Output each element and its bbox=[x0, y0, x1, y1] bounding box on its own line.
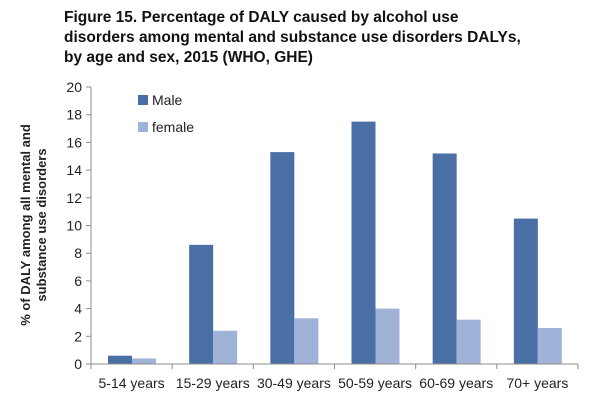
bar-male-5 bbox=[513, 218, 538, 364]
legend-label-female: female bbox=[152, 119, 194, 135]
y-tick-label: 18 bbox=[66, 107, 82, 123]
x-axis: 5-14 years 15-29 years 30-49 years 50-59 ye… bbox=[90, 363, 579, 391]
legend: Male female bbox=[138, 92, 194, 135]
legend-label-male: Male bbox=[152, 92, 183, 108]
bar-female-3 bbox=[375, 308, 400, 364]
y-tick-label: 6 bbox=[74, 273, 82, 289]
y-tick-label: 10 bbox=[66, 218, 82, 234]
y-tick-label: 12 bbox=[66, 190, 82, 206]
chart-title-line: disorders among mental and substance use… bbox=[64, 29, 521, 46]
chart-title: Figure 15. Percentage of DALY caused by … bbox=[64, 8, 584, 68]
chart-title-line: by age and sex, 2015 (WHO, GHE) bbox=[64, 49, 313, 66]
x-tick-label: 5-14 years bbox=[99, 375, 165, 391]
bar-male-4 bbox=[432, 153, 457, 364]
y-tick-label: 16 bbox=[66, 134, 82, 150]
x-tick-label: 50-59 years bbox=[338, 375, 412, 391]
y-tick-label: 0 bbox=[74, 356, 82, 372]
bar-male-3 bbox=[351, 121, 376, 364]
bar-male-1 bbox=[189, 244, 214, 364]
bar-female-0 bbox=[132, 358, 156, 364]
x-tick-label: 70+ years bbox=[506, 375, 568, 391]
bar-male-2 bbox=[270, 152, 295, 364]
y-axis: 0 2 4 6 8 10 12 14 16 18 20 bbox=[66, 79, 92, 372]
bar-male-0 bbox=[108, 355, 132, 364]
y-axis-title: % of DALY among all mental and substance… bbox=[18, 124, 49, 326]
bar-female-5 bbox=[537, 327, 562, 364]
y-tick-label: 4 bbox=[74, 301, 82, 317]
bar-female-4 bbox=[456, 319, 481, 364]
x-tick-label: 30-49 years bbox=[257, 375, 331, 391]
legend-swatch-female bbox=[138, 122, 148, 132]
bars bbox=[108, 121, 562, 364]
y-tick-label: 2 bbox=[74, 328, 82, 344]
y-axis-title-line: % of DALY among all mental and bbox=[18, 124, 33, 326]
x-tick-label: 60-69 years bbox=[419, 375, 493, 391]
y-tick-label: 20 bbox=[66, 79, 82, 95]
bar-female-2 bbox=[294, 318, 319, 364]
chart-title-line: Figure 15. Percentage of DALY caused by … bbox=[64, 9, 459, 26]
y-axis-title-line: substance use disorders bbox=[34, 148, 49, 301]
y-tick-label: 8 bbox=[74, 245, 82, 261]
y-tick-label: 14 bbox=[66, 162, 82, 178]
bar-female-1 bbox=[213, 330, 238, 364]
x-tick-label: 15-29 years bbox=[176, 375, 250, 391]
legend-swatch-male bbox=[138, 95, 148, 105]
